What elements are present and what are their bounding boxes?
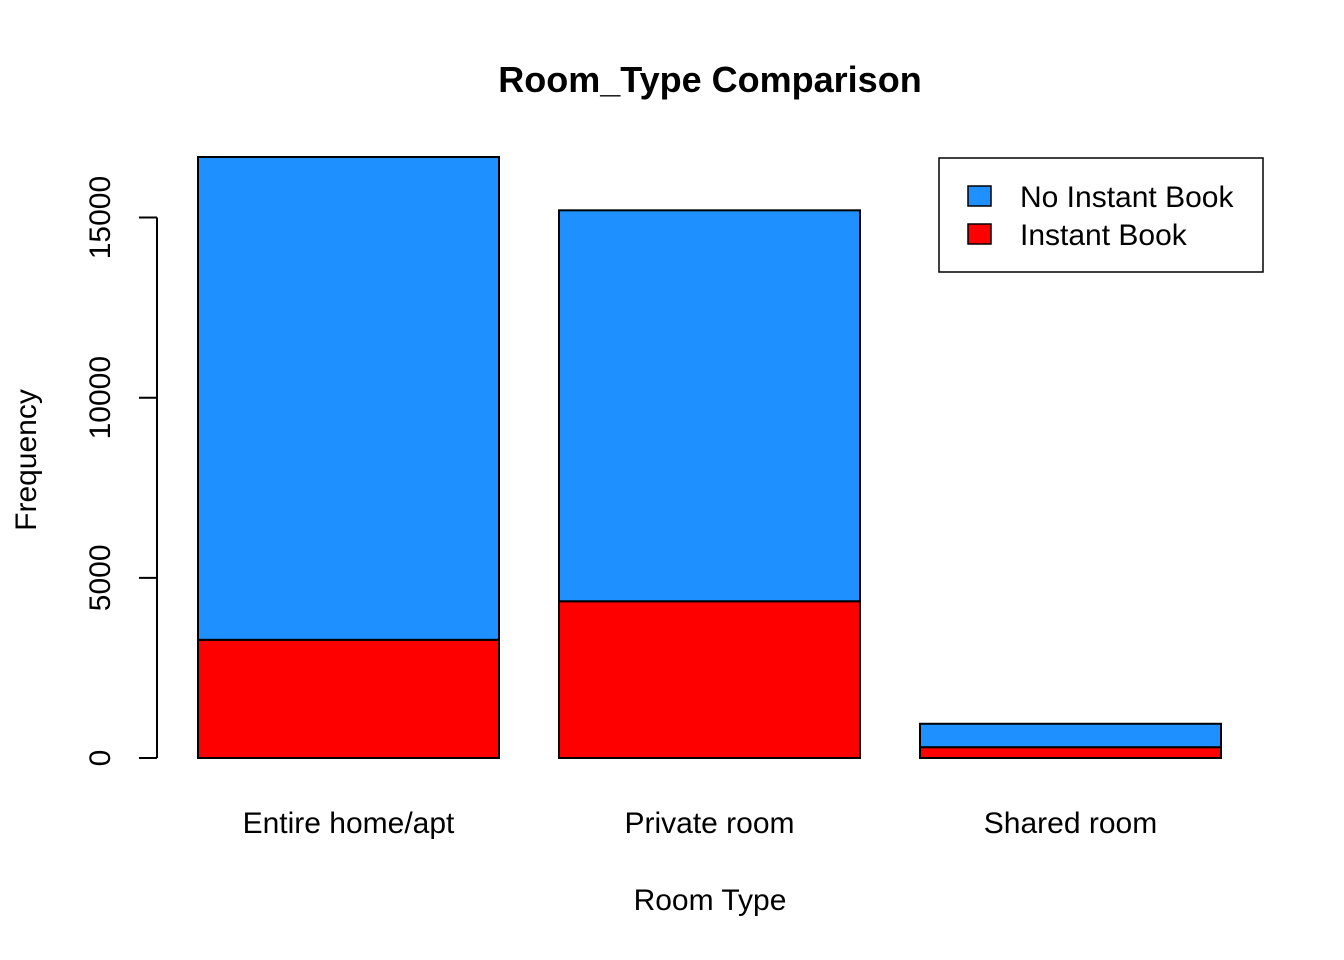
y-tick-label: 10000 [84,356,117,439]
bar-segment [558,209,861,603]
y-tick-label: 0 [84,750,117,767]
x-tick-label: Private room [624,807,794,840]
y-axis-label: Frequency [10,389,43,531]
bar-segment [919,746,1222,760]
legend-label: No Instant Book [1020,181,1234,214]
legend-label: Instant Book [1020,219,1188,252]
x-axis-label: Room Type [634,884,787,917]
legend-swatch [967,223,992,245]
x-tick-label: Entire home/apt [243,807,455,840]
legend-swatch [967,185,992,207]
legend: No Instant Book Instant Book [938,157,1264,273]
x-tick-label: Shared room [984,807,1157,840]
bar-segment [197,156,500,641]
chart-title: Room_Type Comparison [498,59,921,100]
bars [197,156,1222,760]
x-category-labels: Entire home/apt Private room Shared room [243,807,1158,840]
bar-segment [558,600,861,760]
legend-box [938,157,1264,273]
y-tick-label: 5000 [84,544,117,611]
bar-segment [919,722,1222,749]
y-tick-label: 15000 [84,176,117,259]
y-axis: 0 5000 10000 15000 [84,176,158,767]
bar-segment [197,638,500,759]
